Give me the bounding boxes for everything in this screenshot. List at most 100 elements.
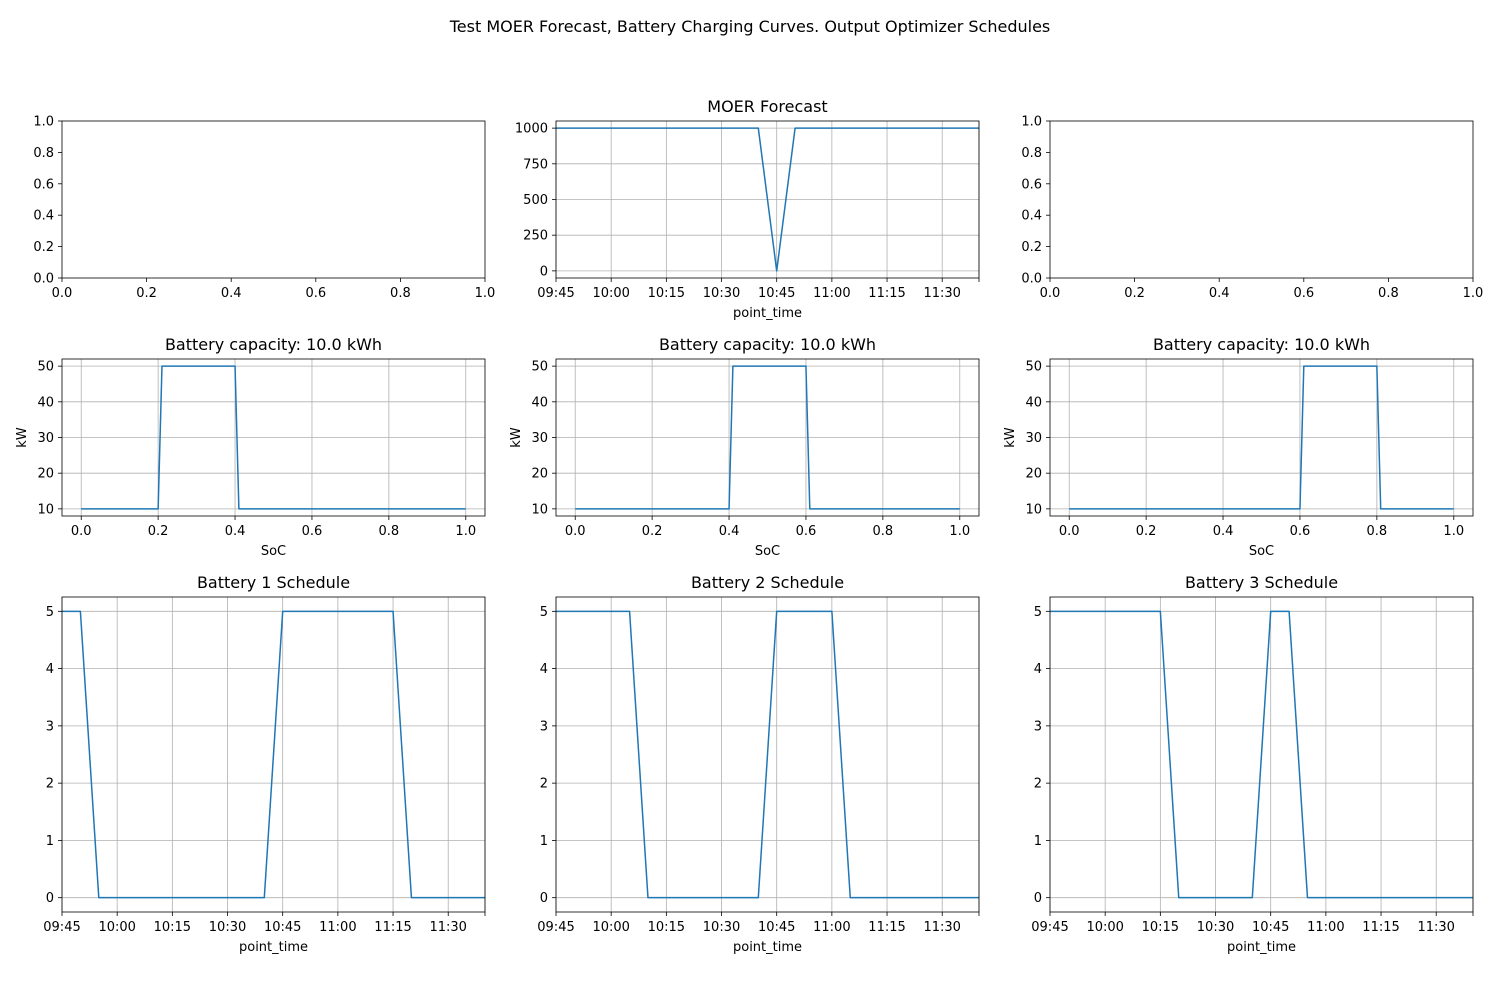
series-line bbox=[1069, 365, 1454, 510]
x-tick-label: 0.6 bbox=[302, 524, 323, 539]
subplot-title: Battery 3 Schedule bbox=[1185, 573, 1338, 592]
x-tick-label: 11:15 bbox=[868, 920, 905, 935]
subplot-title: Battery capacity: 10.0 kWh bbox=[659, 335, 876, 354]
y-axis-label: kW bbox=[509, 427, 524, 448]
subplot-title: Battery 2 Schedule bbox=[691, 573, 844, 592]
y-tick-label: 1 bbox=[46, 834, 54, 849]
x-tick-label: 11:30 bbox=[923, 286, 960, 301]
y-axis-label: kW bbox=[15, 427, 30, 448]
series-line bbox=[575, 365, 960, 510]
subplot-title: MOER Forecast bbox=[707, 97, 827, 116]
x-tick-label: 0.4 bbox=[221, 286, 242, 301]
x-tick-label: 1.0 bbox=[1443, 524, 1464, 539]
series-line bbox=[556, 610, 979, 899]
subplot-battery-2-schedule: 09:45 10:00 10:15 10:30 10:45 11:00 11:15 11:30… bbox=[537, 573, 980, 955]
x-tick-label: 11:00 bbox=[813, 920, 850, 935]
x-tick-label: 11:00 bbox=[1307, 920, 1344, 935]
x-axis-label: point_time bbox=[733, 940, 802, 955]
x-tick-label: 0.0 bbox=[1059, 524, 1080, 539]
y-tick-label: 0.0 bbox=[33, 272, 54, 287]
y-tick-label: 40 bbox=[37, 395, 54, 410]
x-tick-label: 10:15 bbox=[648, 286, 685, 301]
axes-frame bbox=[555, 596, 980, 913]
x-axis-label: SoC bbox=[1249, 544, 1274, 559]
x-tick-label: 0.0 bbox=[52, 286, 73, 301]
x-tick-label: 10:00 bbox=[592, 286, 629, 301]
y-tick-label: 3 bbox=[540, 719, 548, 734]
x-tick-label: 0.2 bbox=[136, 286, 157, 301]
y-tick-label: 40 bbox=[531, 395, 548, 410]
y-tick-label: 0.0 bbox=[1021, 272, 1042, 287]
x-tick-label: 0.0 bbox=[565, 524, 586, 539]
x-tick-label: 0.4 bbox=[225, 524, 246, 539]
y-tick-label: 30 bbox=[531, 431, 548, 446]
y-tick-label: 3 bbox=[1034, 719, 1042, 734]
subplot-moer-forecast: 09:45 10:00 10:15 10:30 10:45 11:00 11:15 11:30… bbox=[515, 97, 980, 321]
y-tick-label: 1 bbox=[1034, 834, 1042, 849]
y-tick-label: 10 bbox=[37, 502, 54, 517]
x-tick-label: 0.0 bbox=[1040, 286, 1061, 301]
y-tick-label: 40 bbox=[1025, 395, 1042, 410]
x-tick-label: 0.6 bbox=[305, 286, 326, 301]
y-axis-label: kW bbox=[1003, 427, 1018, 448]
x-tick-label: 0.4 bbox=[719, 524, 740, 539]
y-tick-label: 0.2 bbox=[1021, 240, 1042, 255]
subplot-battery-3-schedule: 09:45 10:00 10:15 10:30 10:45 11:00 11:15 11:30… bbox=[1031, 573, 1474, 955]
x-tick-label: 11:00 bbox=[813, 286, 850, 301]
x-tick-label: 0.6 bbox=[796, 524, 817, 539]
x-tick-label: 10:30 bbox=[703, 920, 740, 935]
figure-title: Test MOER Forecast, Battery Charging Cur… bbox=[449, 17, 1051, 36]
y-tick-label: 0.6 bbox=[1021, 177, 1042, 192]
x-tick-label: 0.8 bbox=[873, 524, 894, 539]
y-tick-label: 5 bbox=[1034, 605, 1042, 620]
y-tick-label: 0 bbox=[1034, 891, 1042, 906]
axes-frame bbox=[61, 120, 486, 279]
x-tick-label: 0.6 bbox=[1293, 286, 1314, 301]
series-line bbox=[62, 610, 485, 899]
x-tick-label: 09:45 bbox=[43, 920, 80, 935]
x-tick-label: 0.6 bbox=[1290, 524, 1311, 539]
x-tick-label: 11:15 bbox=[868, 286, 905, 301]
x-tick-label: 10:00 bbox=[592, 920, 629, 935]
y-tick-label: 3 bbox=[46, 719, 54, 734]
y-tick-label: 0 bbox=[46, 891, 54, 906]
x-tick-label: 0.2 bbox=[1124, 286, 1145, 301]
y-tick-label: 10 bbox=[1025, 502, 1042, 517]
y-tick-label: 0.4 bbox=[33, 209, 54, 224]
y-tick-label: 1 bbox=[540, 834, 548, 849]
x-tick-label: 0.8 bbox=[379, 524, 400, 539]
x-tick-label: 10:30 bbox=[209, 920, 246, 935]
x-tick-label: 10:45 bbox=[758, 920, 795, 935]
y-tick-label: 4 bbox=[46, 662, 54, 677]
x-tick-label: 09:45 bbox=[537, 920, 574, 935]
subplot-title: Battery 1 Schedule bbox=[197, 573, 350, 592]
y-tick-label: 4 bbox=[1034, 662, 1042, 677]
y-tick-label: 50 bbox=[37, 360, 54, 375]
x-tick-label: 10:00 bbox=[98, 920, 135, 935]
y-tick-label: 1.0 bbox=[1021, 115, 1042, 130]
x-tick-label: 10:15 bbox=[648, 920, 685, 935]
series-line bbox=[81, 365, 466, 510]
y-tick-label: 0.8 bbox=[1021, 146, 1042, 161]
x-tick-label: 1.0 bbox=[475, 286, 496, 301]
y-tick-label: 10 bbox=[531, 502, 548, 517]
subplot-battery-2-curve: 0.0 0.2 0.4 0.6 0.8 1.0 10 20 30 40 50 Battery capa… bbox=[509, 335, 980, 559]
x-tick-label: 1.0 bbox=[949, 524, 970, 539]
subplot-title: Battery capacity: 10.0 kWh bbox=[165, 335, 382, 354]
x-tick-label: 10:30 bbox=[703, 286, 740, 301]
y-tick-label: 2 bbox=[1034, 777, 1042, 792]
x-tick-label: 1.0 bbox=[1463, 286, 1484, 301]
x-tick-label: 09:45 bbox=[537, 286, 574, 301]
x-tick-label: 11:30 bbox=[923, 920, 960, 935]
x-tick-label: 0.0 bbox=[71, 524, 92, 539]
y-tick-label: 750 bbox=[523, 157, 548, 172]
x-tick-label: 10:45 bbox=[264, 920, 301, 935]
y-tick-label: 20 bbox=[37, 467, 54, 482]
subplot-empty-left: 0.0 0.2 0.4 0.6 0.8 1.0 0.0 0.2 0.4 0.6 0.8 1.0 bbox=[33, 115, 495, 302]
x-tick-label: 0.2 bbox=[1136, 524, 1157, 539]
x-tick-label: 11:30 bbox=[429, 920, 466, 935]
y-tick-label: 0.6 bbox=[33, 177, 54, 192]
y-tick-label: 2 bbox=[540, 777, 548, 792]
x-axis-label: point_time bbox=[1227, 940, 1296, 955]
x-tick-label: 11:15 bbox=[374, 920, 411, 935]
